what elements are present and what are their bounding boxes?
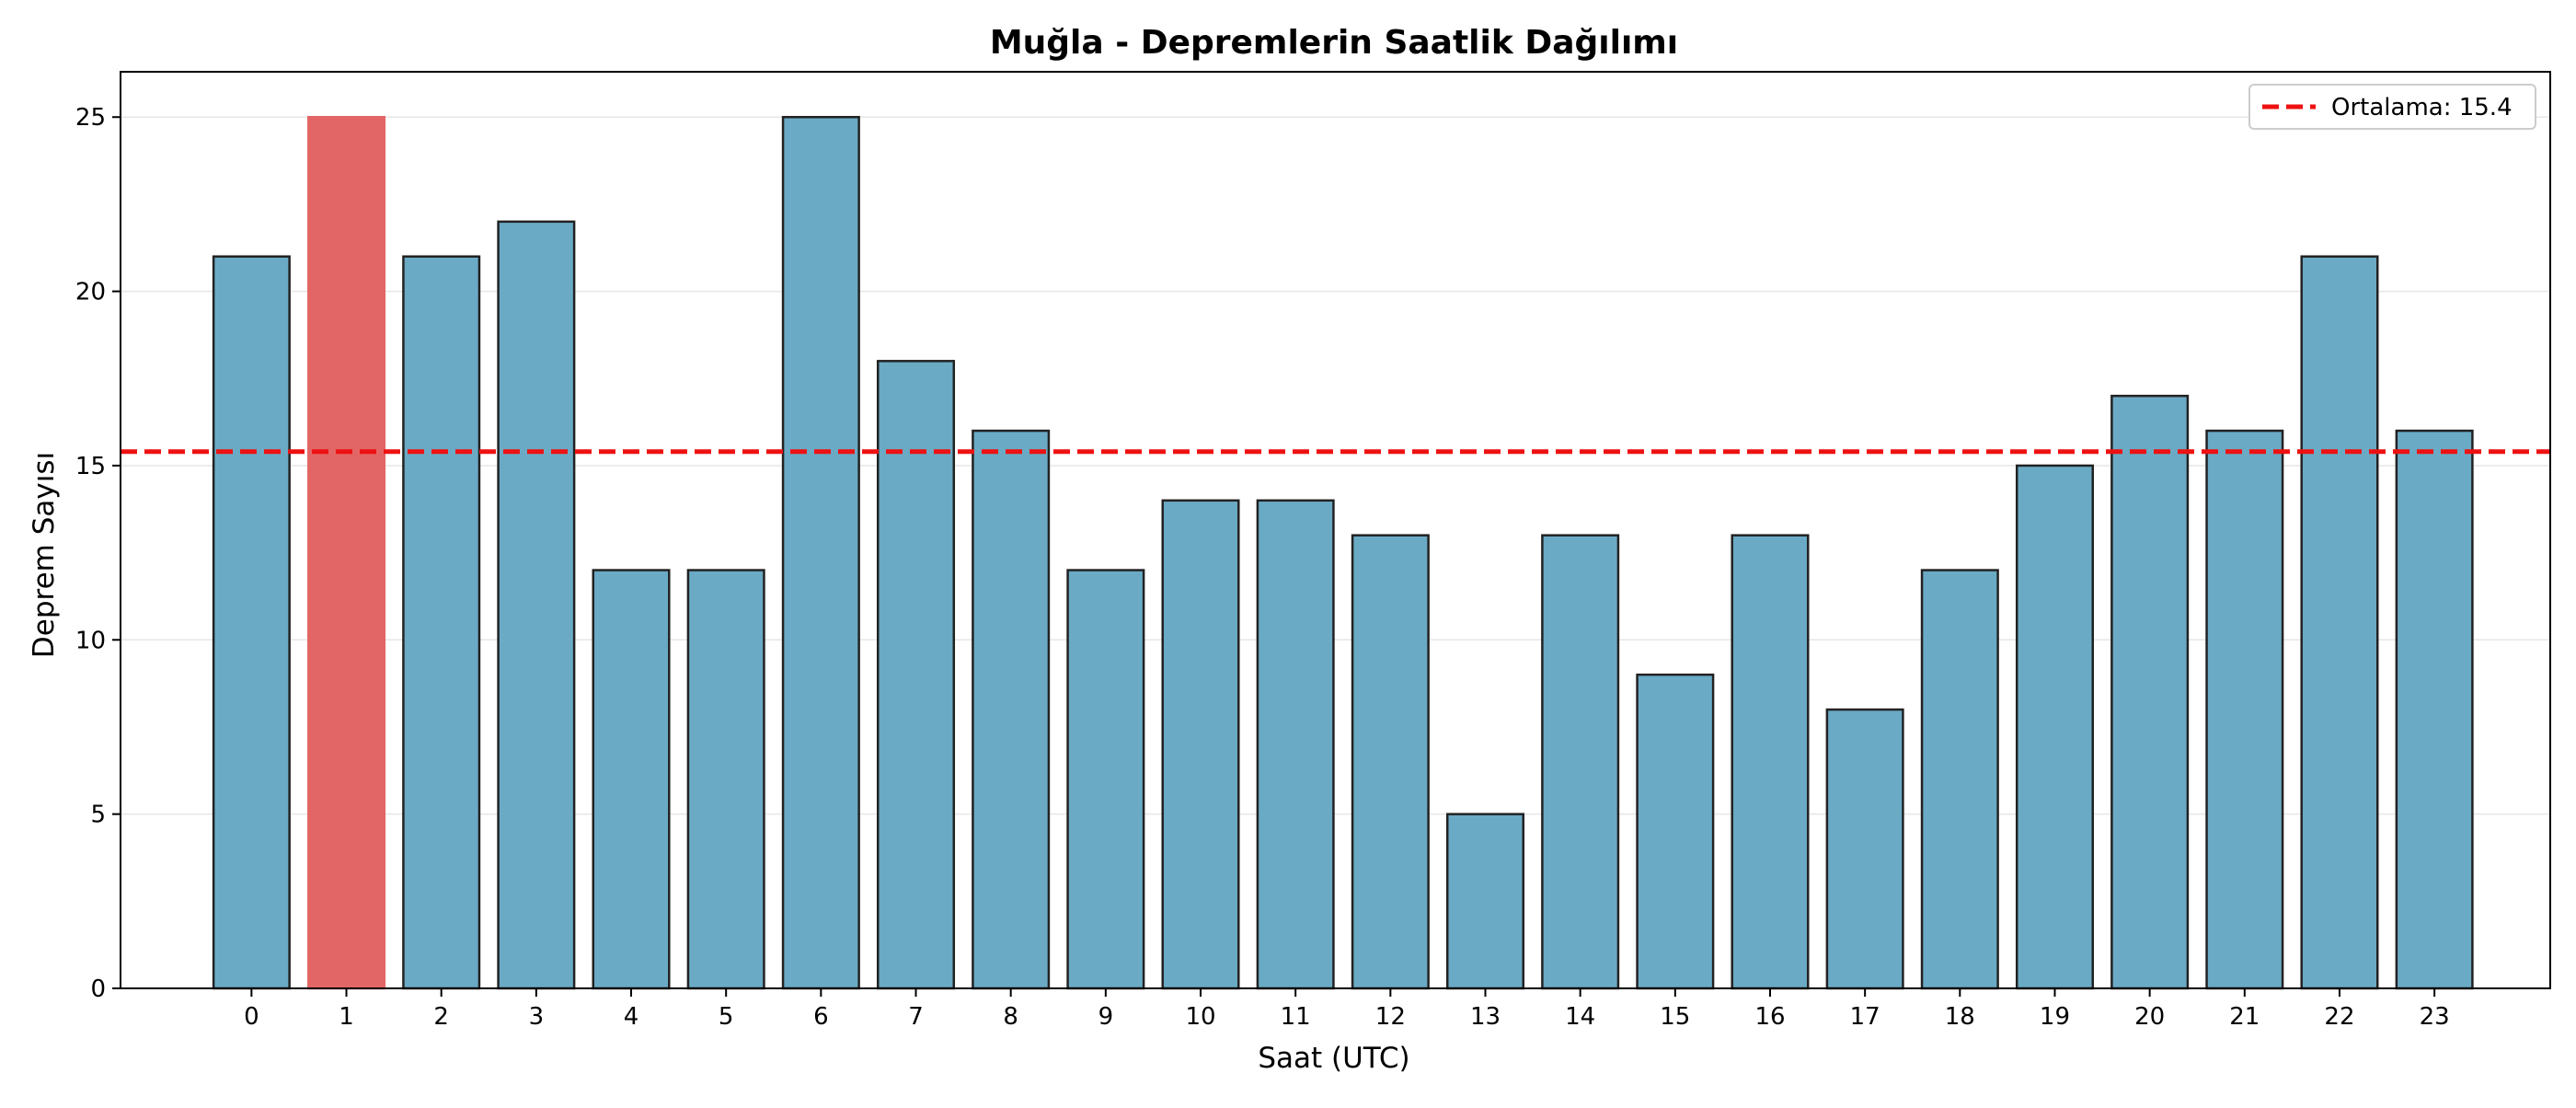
bar-hour-2 (402, 255, 481, 990)
x-tick-label: 1 (339, 1003, 354, 1031)
bar-hour-11 (1256, 499, 1335, 990)
bar-hour-9 (1066, 569, 1145, 990)
bar-hour-6 (781, 115, 860, 990)
bar-hour-23 (2395, 429, 2474, 990)
x-tick-label: 19 (2040, 1003, 2070, 1031)
x-axis-label: Saat (UTC) (1258, 1042, 1409, 1075)
x-tick-label: 9 (1098, 1003, 1114, 1031)
x-tick-label: 22 (2324, 1003, 2354, 1031)
x-tick-label: 15 (1660, 1003, 1690, 1031)
y-tick-label: 0 (90, 975, 106, 1003)
y-axis-label: Deprem Sayısı (28, 452, 61, 658)
bar-hour-19 (2015, 464, 2094, 990)
y-tick-label: 25 (75, 104, 106, 132)
x-tick-label: 4 (624, 1003, 639, 1031)
x-tick-label: 20 (2134, 1003, 2165, 1031)
bar-hour-18 (1920, 569, 1999, 990)
bar-hour-0 (212, 255, 291, 990)
bar-hour-21 (2205, 429, 2284, 990)
bar-hour-7 (876, 360, 956, 990)
bar-hour-13 (1445, 813, 1525, 990)
bar-hour-20 (2110, 394, 2190, 990)
bar-hour-4 (592, 569, 671, 990)
x-tick-label: 18 (1945, 1003, 1975, 1031)
plot-frame (120, 71, 2551, 989)
legend-box (2248, 84, 2536, 130)
x-tick-label: 7 (908, 1003, 924, 1031)
bar-hour-3 (497, 220, 576, 990)
x-tick-label: 6 (813, 1003, 829, 1031)
x-tick-label: 10 (1185, 1003, 1215, 1031)
x-tick-label: 13 (1470, 1003, 1501, 1031)
bar-hour-10 (1161, 499, 1240, 990)
x-tick-label: 16 (1754, 1003, 1785, 1031)
bar-hour-8 (972, 429, 1051, 990)
bar-hour-15 (1636, 673, 1715, 990)
x-tick-label: 12 (1375, 1003, 1406, 1031)
x-tick-label: 11 (1281, 1003, 1311, 1031)
y-tick-label: 20 (75, 279, 106, 306)
x-tick-label: 0 (244, 1003, 259, 1031)
bar-hour-17 (1825, 708, 1904, 990)
bar-hour-5 (686, 569, 765, 990)
legend: Ortalama: 15.4 (2248, 84, 2536, 130)
y-tick-label: 15 (75, 453, 106, 480)
x-tick-label: 5 (719, 1003, 734, 1031)
bar-hour-1 (307, 115, 386, 990)
bars (212, 115, 2474, 990)
bar-hour-12 (1351, 534, 1430, 990)
chart-title: Muğla - Depremlerin Saatlik Dağılımı (990, 24, 1678, 62)
x-tick-label: 8 (1003, 1003, 1018, 1031)
x-tick-label: 14 (1565, 1003, 1595, 1031)
bar-hour-22 (2300, 255, 2379, 990)
x-tick-label: 2 (433, 1003, 449, 1031)
x-tick-label: 21 (2229, 1003, 2260, 1031)
bar-hour-14 (1541, 534, 1620, 990)
x-tick-label: 17 (1850, 1003, 1880, 1031)
x-tick-label: 23 (2420, 1003, 2450, 1031)
x-tick-label: 3 (529, 1003, 545, 1031)
bar-hour-16 (1731, 534, 1810, 990)
legend-mean-label: Ortalama: 15.4 (2331, 94, 2513, 121)
y-tick-label: 10 (75, 627, 106, 654)
y-tick-label: 5 (90, 802, 106, 829)
